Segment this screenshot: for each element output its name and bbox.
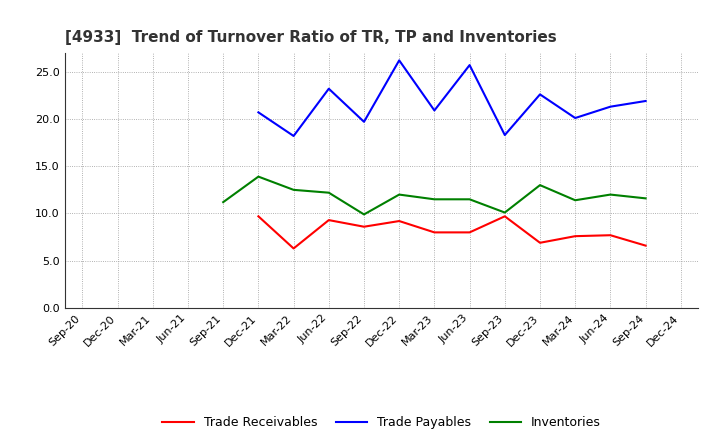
Trade Payables [430,108,438,113]
Trade Payables [571,115,580,121]
Inventories [500,210,509,215]
Trade Receivables [571,234,580,239]
Trade Payables [536,92,544,97]
Trade Receivables [500,214,509,219]
Trade Receivables [642,243,650,248]
Line: Trade Payables: Trade Payables [258,60,646,136]
Trade Receivables [289,246,298,251]
Text: [4933]  Trend of Turnover Ratio of TR, TP and Inventories: [4933] Trend of Turnover Ratio of TR, TP… [65,29,557,45]
Trade Payables [465,62,474,68]
Trade Payables [500,132,509,138]
Trade Receivables [606,233,615,238]
Trade Receivables [395,218,403,224]
Trade Payables [642,99,650,104]
Inventories [536,183,544,188]
Trade Receivables [254,214,263,219]
Legend: Trade Receivables, Trade Payables, Inventories: Trade Receivables, Trade Payables, Inven… [157,411,606,434]
Inventories [219,199,228,205]
Line: Inventories: Inventories [223,176,646,214]
Trade Receivables [325,217,333,223]
Inventories [395,192,403,197]
Trade Receivables [536,240,544,246]
Trade Receivables [360,224,369,229]
Inventories [254,174,263,179]
Trade Payables [606,104,615,109]
Trade Payables [360,119,369,125]
Trade Receivables [465,230,474,235]
Trade Payables [395,58,403,63]
Inventories [571,198,580,203]
Trade Payables [289,133,298,139]
Inventories [642,196,650,201]
Inventories [606,192,615,197]
Trade Receivables [430,230,438,235]
Inventories [430,197,438,202]
Line: Trade Receivables: Trade Receivables [258,216,646,249]
Trade Payables [325,86,333,92]
Inventories [360,212,369,217]
Trade Payables [254,110,263,115]
Inventories [325,190,333,195]
Inventories [289,187,298,192]
Inventories [465,197,474,202]
